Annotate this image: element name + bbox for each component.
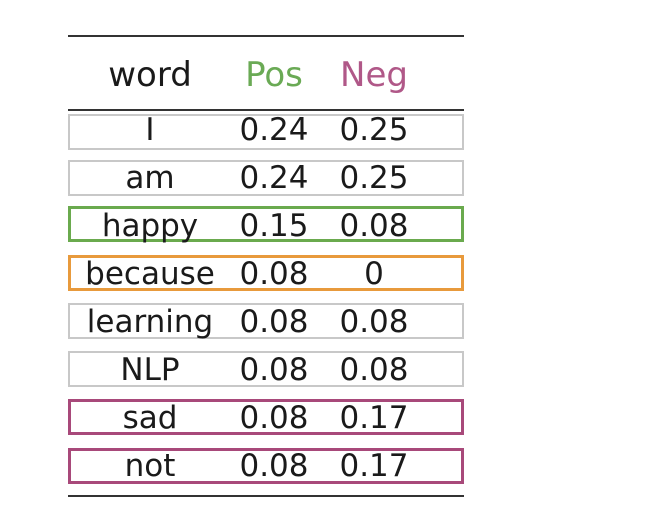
row-pos: 0.08 — [239, 256, 309, 292]
table-row-box-highlight-green — [68, 206, 464, 242]
header-word: word — [108, 55, 192, 95]
row-word: not — [124, 448, 176, 484]
header-pos: Pos — [245, 55, 303, 95]
table-row-box-highlight-purple — [68, 399, 464, 435]
row-neg: 0.17 — [339, 400, 409, 436]
row-pos: 0.08 — [239, 304, 309, 340]
row-neg: 0.08 — [339, 208, 409, 244]
table-header-rule — [68, 109, 464, 111]
row-pos: 0.08 — [239, 448, 309, 484]
row-pos: 0.24 — [239, 112, 309, 148]
row-neg: 0.08 — [339, 304, 409, 340]
table-bottom-rule — [68, 495, 464, 497]
row-pos: 0.08 — [239, 400, 309, 436]
row-neg: 0.08 — [339, 352, 409, 388]
row-pos: 0.24 — [239, 160, 309, 196]
row-word: NLP — [120, 352, 180, 388]
row-word: sad — [122, 400, 178, 436]
row-neg: 0.25 — [339, 160, 409, 196]
row-word: I — [145, 112, 155, 148]
table-row-box — [68, 160, 464, 196]
table-row-box — [68, 303, 464, 339]
table-row-box-highlight-orange — [68, 255, 464, 291]
row-pos: 0.15 — [239, 208, 309, 244]
row-word: happy — [101, 208, 199, 244]
table-row-box — [68, 351, 464, 387]
row-neg: 0.17 — [339, 448, 409, 484]
table-top-rule — [68, 35, 464, 37]
header-neg: Neg — [340, 55, 408, 95]
table-row-box — [68, 114, 464, 150]
row-pos: 0.08 — [239, 352, 309, 388]
row-word: because — [85, 256, 215, 292]
row-word: am — [125, 160, 175, 196]
row-word: learning — [86, 304, 214, 340]
table-row-box-highlight-purple — [68, 448, 464, 484]
row-neg: 0 — [364, 256, 384, 292]
row-neg: 0.25 — [339, 112, 409, 148]
